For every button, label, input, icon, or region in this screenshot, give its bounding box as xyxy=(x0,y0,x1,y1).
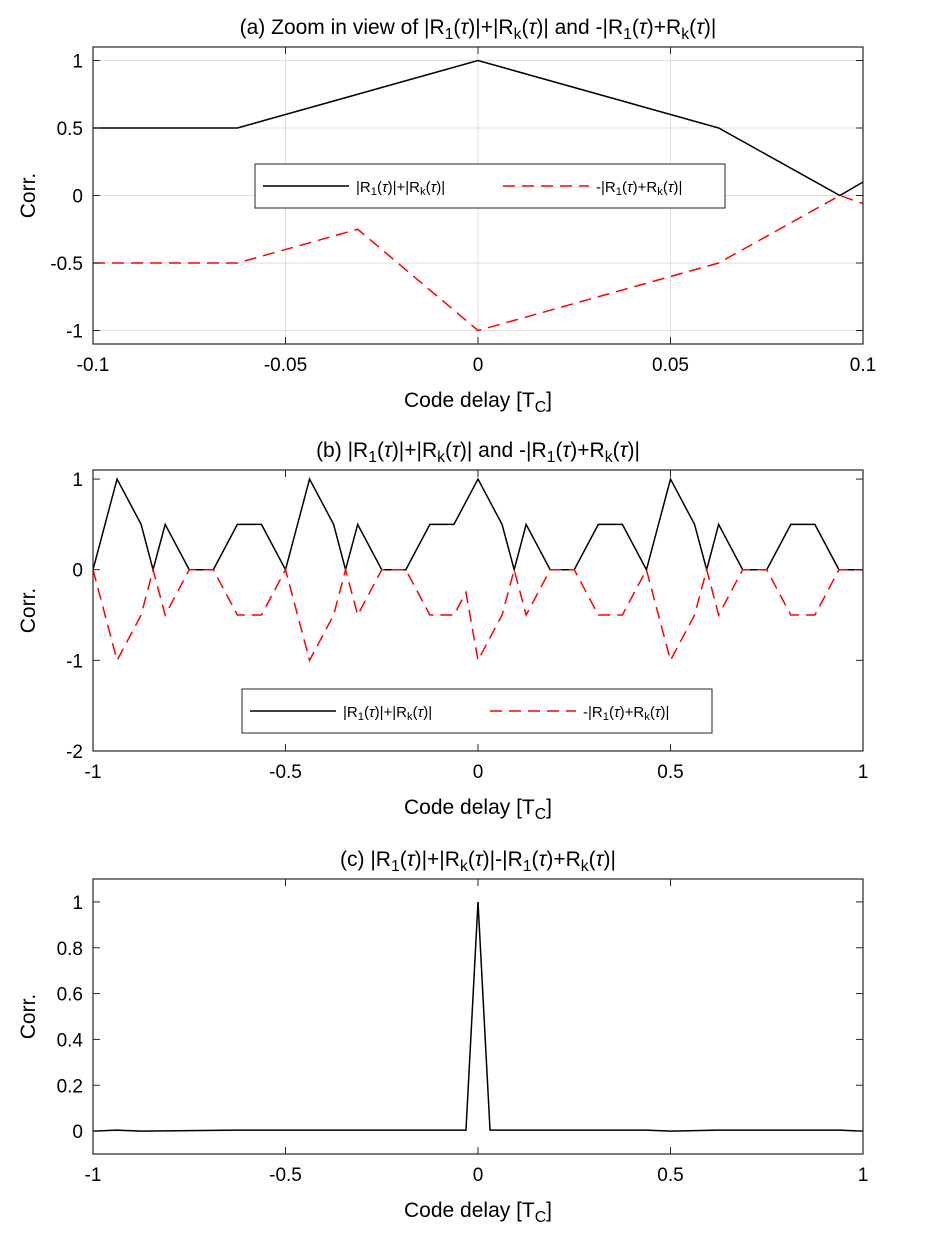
x-tick-label: 0 xyxy=(473,1165,484,1186)
x-axis-label: Code delay [TC] xyxy=(404,1199,552,1226)
x-axis-label: Code delay [TC] xyxy=(404,796,552,823)
y-axis-label: Corr. xyxy=(17,588,40,634)
subplot-b: -1 -0.5 0 0.5 1-2-101(b) |R1(τ)|+|Rk(τ)| and… xyxy=(17,439,868,823)
legend: |R1(τ)|+|Rk(τ)| -|R1(τ)+Rk(τ)| xyxy=(254,163,726,209)
chart-title: (a) Zoom in view of |R1(τ)|+|Rk(τ)| and … xyxy=(240,16,717,43)
y-axis-label: Corr. xyxy=(17,173,40,219)
y-tick-label: 1 xyxy=(72,470,83,491)
series-line-sum-abs xyxy=(93,901,863,1132)
legend-entry-label: -|R1(τ)+Rk(τ)| xyxy=(596,179,682,198)
x-tick-label: -0.05 xyxy=(264,355,307,376)
x-tick-label: -0.5 xyxy=(269,1165,302,1186)
x-tick-label: -0.5 xyxy=(269,762,302,783)
x-tick-label: -0.1 xyxy=(77,355,110,376)
y-tick-label: 0.2 xyxy=(57,1076,83,1097)
x-tick-label: 0 xyxy=(473,355,484,376)
legend-entry-label: |R1(τ)|+|Rk(τ)| xyxy=(356,179,445,198)
legend-entry-label: |R1(τ)|+|Rk(τ)| xyxy=(343,704,432,723)
subplot-c: -1 -0.5 0 0.5 1 0 0.2 0.4 0.6 0.8 1 (c) |R1(τ)|+|Rk… xyxy=(17,848,868,1226)
x-tick-label: 1 xyxy=(858,1165,869,1186)
y-tick-label: -1 xyxy=(66,651,83,672)
plot-area xyxy=(93,879,863,1154)
x-axis-label: Code delay [TC] xyxy=(404,389,552,416)
y-tick-label: 0 xyxy=(72,561,83,582)
y-axis-label: Corr. xyxy=(17,994,40,1040)
y-tick-label: -2 xyxy=(66,742,83,763)
y-tick-label: 0.6 xyxy=(57,985,83,1006)
legend-entry-label: -|R1(τ)+Rk(τ)| xyxy=(583,704,669,723)
y-tick-label: 1 xyxy=(72,893,83,914)
y-tick-label: -1 xyxy=(66,322,83,343)
x-tick-label: 0.05 xyxy=(652,355,689,376)
x-tick-label: -1 xyxy=(85,1165,102,1186)
x-tick-label: 0.5 xyxy=(657,1165,683,1186)
series-line-neg-abs-sum xyxy=(93,194,863,332)
y-tick-label: -0.5 xyxy=(50,254,83,275)
y-tick-label: 1 xyxy=(72,52,83,73)
series-line-neg-abs-sum xyxy=(93,566,863,663)
subplot-a: -0.1 -0.05 0 0.05 0.1 -1 -0.5 0 0.5 1 (a) Zoom in … xyxy=(17,16,876,416)
x-tick-label: 0.1 xyxy=(850,355,876,376)
x-tick-label: 0.5 xyxy=(657,762,683,783)
y-tick-label: 0 xyxy=(72,1122,83,1143)
series-line-sum-abs xyxy=(93,59,863,197)
legend: |R1(τ)|+|Rk(τ)| -|R1(τ)+Rk(τ)| xyxy=(241,688,713,734)
y-tick-label: 0.8 xyxy=(57,939,83,960)
y-tick-label: 0.4 xyxy=(57,1030,84,1051)
y-tick-label: 0 xyxy=(72,187,83,208)
x-tick-label: 0 xyxy=(473,762,484,783)
y-tick-label: 0.5 xyxy=(57,119,83,140)
chart-title: (c) |R1(τ)|+|Rk(τ)|-|R1(τ)+Rk(τ)| xyxy=(340,848,616,875)
chart-title: (b) |R1(τ)|+|Rk(τ)| and -|R1(τ)+Rk(τ)| xyxy=(316,439,640,466)
x-tick-label: 1 xyxy=(858,762,869,783)
x-tick-label: -1 xyxy=(85,762,102,783)
